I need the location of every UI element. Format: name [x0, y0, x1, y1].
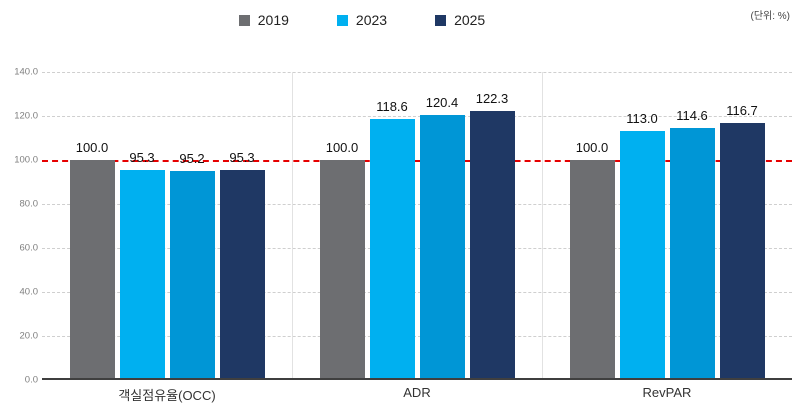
chart-legend: 2019 2023 2025 [0, 12, 762, 28]
bar-slot: 95.3 [219, 72, 265, 380]
bar-slot: 95.3 [119, 72, 165, 380]
y-tick-label: 80.0 [19, 198, 39, 210]
bar-slot: 116.7 [719, 72, 765, 380]
bar-2023 [619, 131, 665, 380]
bar [169, 170, 215, 380]
bar-slot: 100.0 [319, 72, 365, 380]
baseline-100 [42, 160, 792, 162]
y-tick-label: 120.0 [14, 110, 38, 122]
bar-slot: 114.6 [669, 72, 715, 380]
legend-item-2023: 2023 [336, 12, 388, 28]
legend-item-2025: 2025 [435, 12, 485, 28]
bar-value-label: 114.6 [676, 107, 708, 123]
bar-value-label: 120.4 [425, 95, 459, 111]
bar-group-3: 100.0 113.0 114.6 116.7 [542, 72, 792, 380]
bar-value-label: 100.0 [325, 140, 359, 155]
legend-label: 2019 [257, 12, 289, 28]
bar-slot: 120.4 [419, 72, 465, 380]
group-divider [292, 72, 293, 380]
y-tick-label: 20.0 [19, 330, 39, 342]
gridline [42, 204, 792, 205]
legend-label: 2023 [355, 12, 388, 28]
bar-slot: 95.2 [169, 72, 215, 380]
group-divider [542, 72, 543, 380]
legend-swatch [435, 14, 447, 26]
y-tick-label: 0.0 [24, 374, 38, 386]
bar-slot: 122.3 [469, 72, 515, 380]
bar-value-label: 100.0 [75, 140, 109, 155]
x-axis-label: ADR [403, 385, 431, 400]
bar-2025 [469, 110, 515, 380]
x-axis-label: RevPAR [642, 385, 692, 400]
bar-2025 [719, 123, 765, 380]
bar-group-2: 100.0 118.6 120.4 122.3 [292, 72, 542, 380]
bar [669, 127, 715, 380]
bar-value-label: 122.3 [475, 90, 509, 106]
bar-slot: 100.0 [69, 72, 115, 380]
bar-2019 [319, 160, 365, 380]
y-tick-label: 40.0 [19, 286, 39, 298]
legend-swatch [336, 14, 348, 26]
bar-value-label: 95.3 [229, 150, 255, 166]
bar-value-label: 113.0 [626, 111, 658, 127]
bar-group-1: 100.0 95.3 95.2 95.3 [42, 72, 292, 380]
bar-value-label: 116.7 [726, 103, 758, 119]
bar-2023 [119, 170, 165, 380]
x-axis-labels: 객실점유율(OCC) ADR RevPAR [42, 385, 792, 404]
bar-value-label: 100.0 [575, 140, 609, 155]
bar-slot: 118.6 [369, 72, 415, 380]
bar-2019 [569, 160, 615, 380]
gridline [42, 72, 792, 73]
bar-2025 [219, 170, 265, 380]
bar [419, 115, 465, 380]
legend-swatch [238, 14, 250, 26]
y-tick-label: 60.0 [19, 242, 39, 254]
gridline [42, 248, 792, 249]
x-axis-label: 객실점유율(OCC) [118, 388, 216, 403]
bar-slot: 113.0 [619, 72, 665, 380]
legend-item-2019: 2019 [238, 12, 289, 28]
bar-2023 [369, 119, 415, 380]
bar-value-label: 118.6 [376, 99, 408, 115]
bar-value-label: 95.3 [129, 150, 155, 166]
bar-2019 [69, 160, 115, 380]
y-tick-label: 140.0 [14, 66, 38, 78]
gridline [42, 116, 792, 117]
bar-value-label: 95.2 [179, 150, 205, 166]
plot-area: 0.0 20.0 40.0 60.0 80.0 100.0 120.0 140.0 100.0 9… [14, 67, 792, 386]
gridline [42, 336, 792, 337]
legend-label: 2025 [454, 12, 486, 28]
y-tick-label: 100.0 [14, 154, 38, 166]
x-axis-line [42, 378, 792, 380]
gridline [42, 292, 792, 293]
bar-slot: 100.0 [569, 72, 615, 380]
unit-label: (단위: %) [750, 11, 790, 22]
